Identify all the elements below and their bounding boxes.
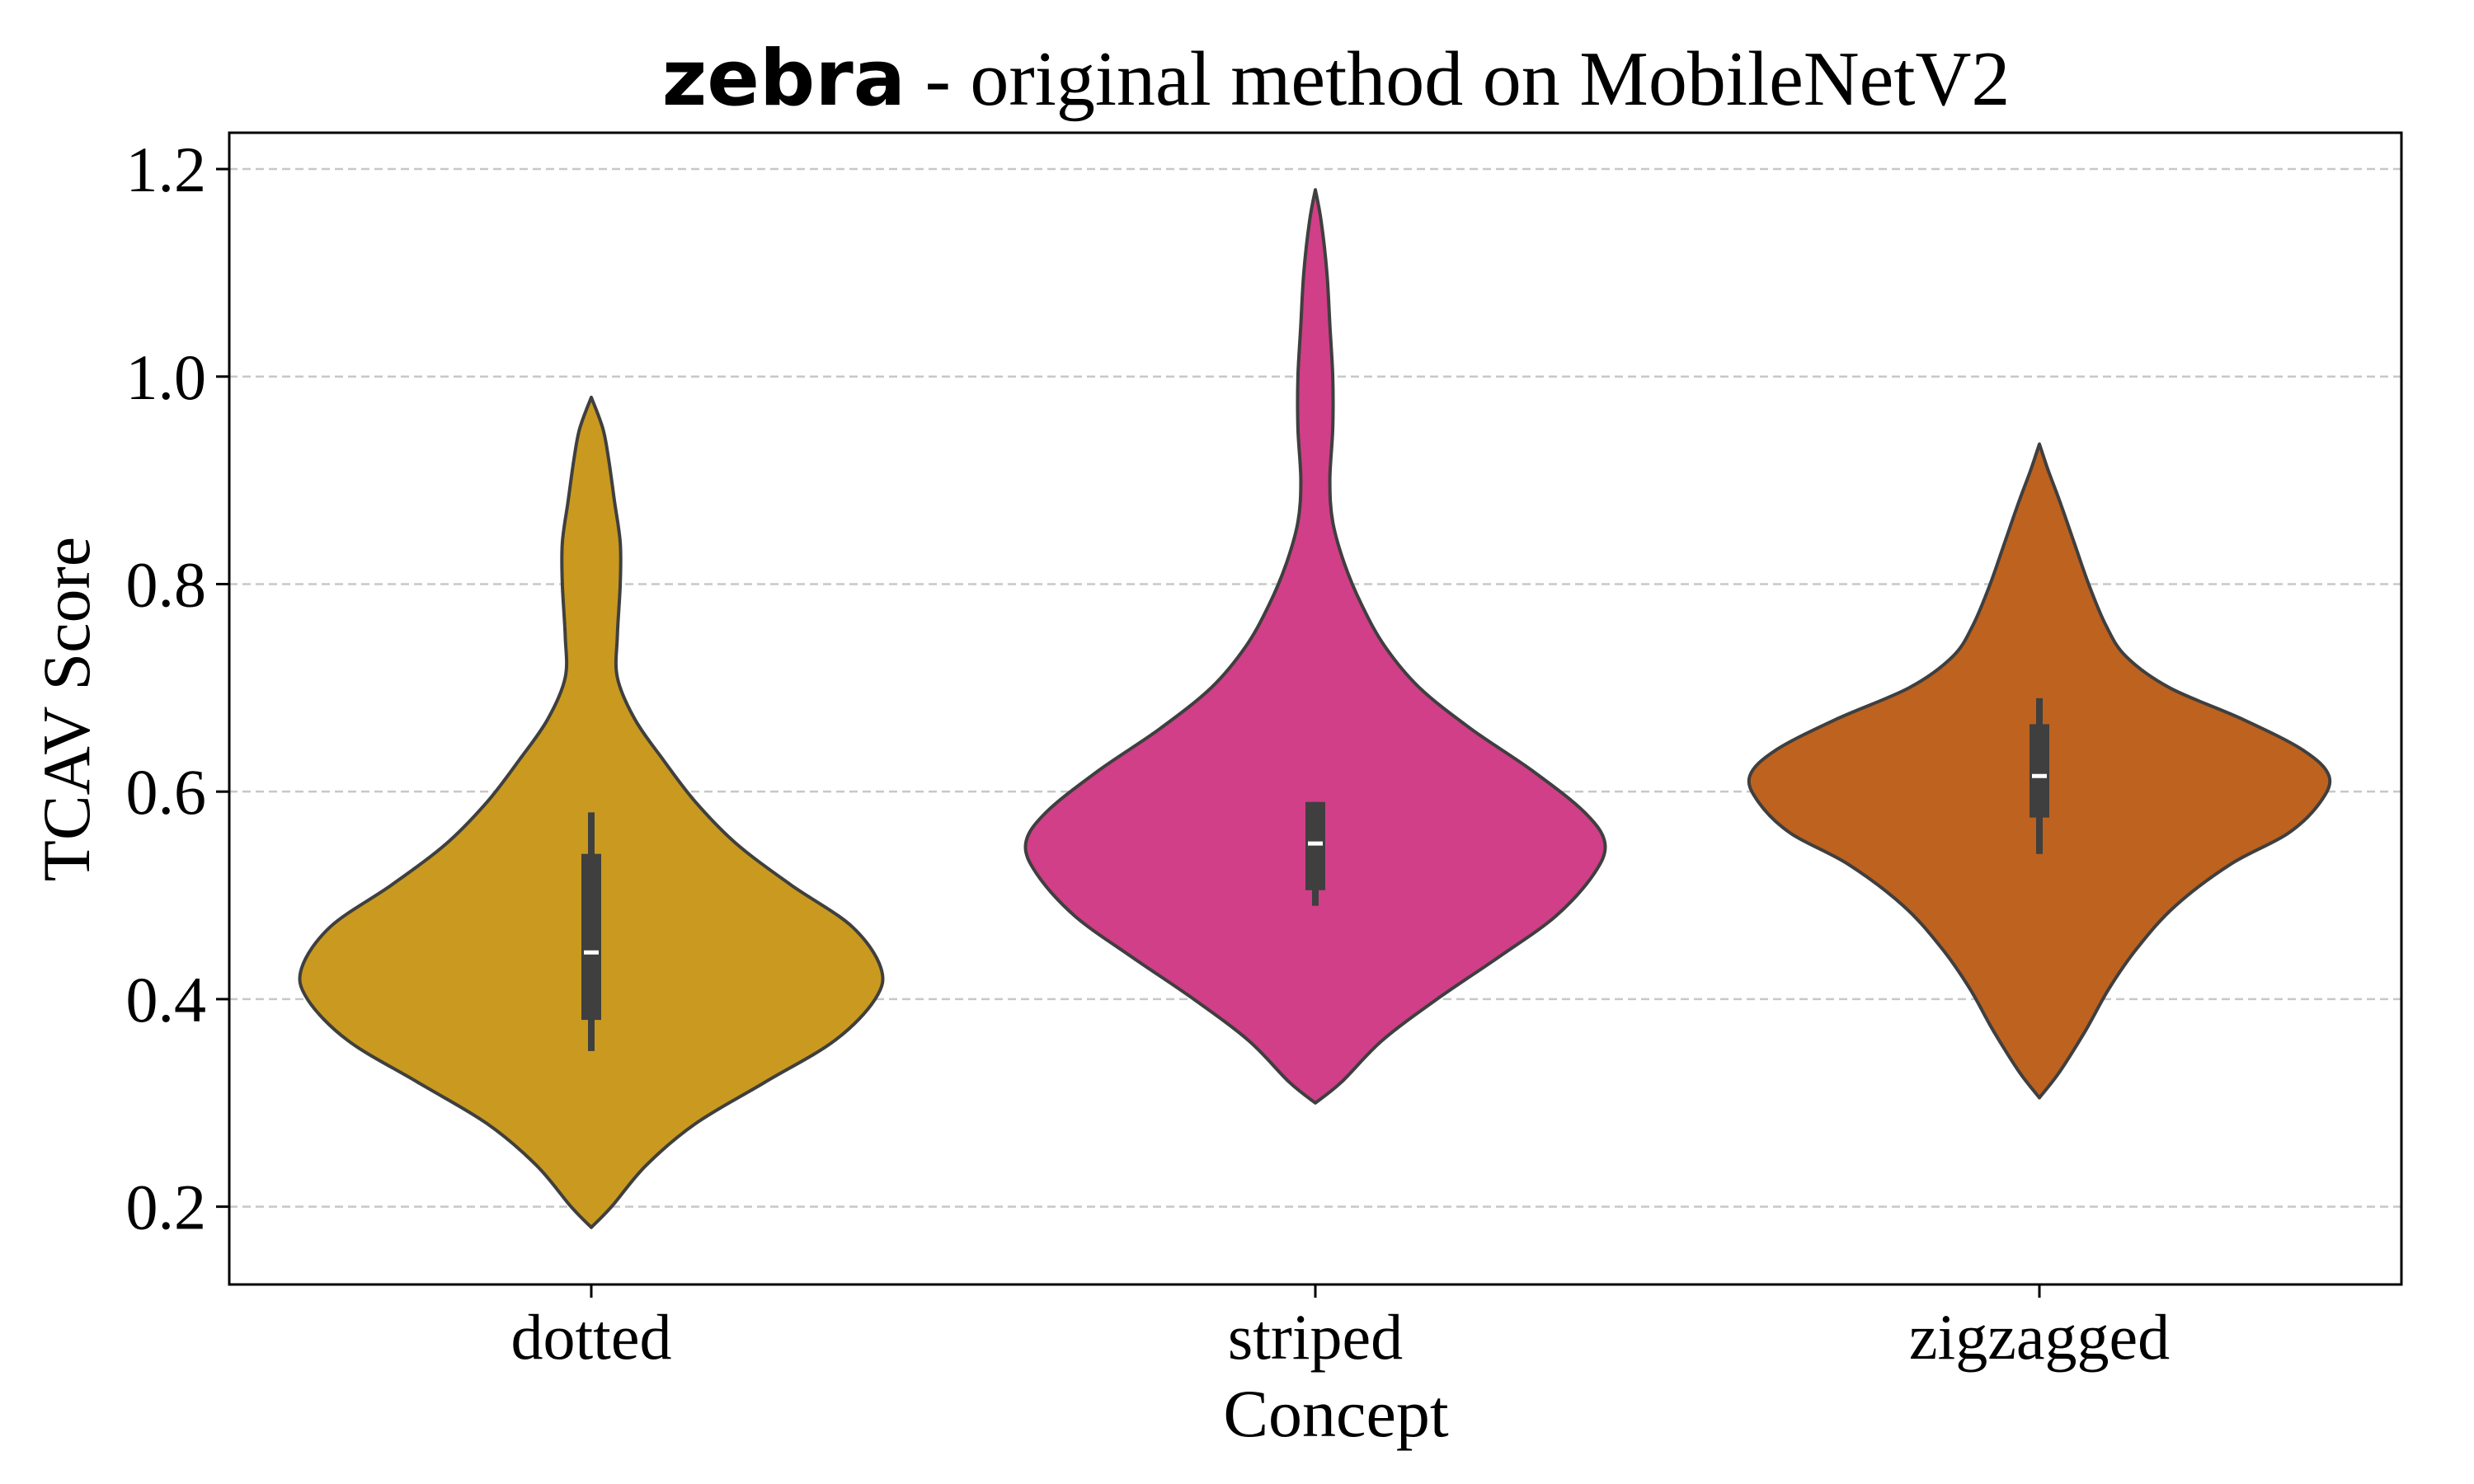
y-tick-label: 0.6 xyxy=(126,756,207,828)
title-bold-part: zebra xyxy=(662,34,906,124)
y-tick-label: 0.4 xyxy=(126,964,207,1036)
iqr-box xyxy=(1305,801,1325,890)
x-axis: dotted striped zigzagged xyxy=(511,1284,2170,1373)
y-axis-label: TCAV Score xyxy=(29,537,104,881)
violins xyxy=(298,188,2332,1229)
x-tick-label: striped xyxy=(1228,1301,1403,1373)
iqr-box xyxy=(2030,724,2049,818)
iqr-box xyxy=(581,853,601,1021)
y-tick-label: 1.2 xyxy=(126,134,207,205)
y-tick-label: 1.0 xyxy=(126,341,207,413)
title-rest: - original method on MobileNetV2 xyxy=(905,36,2010,122)
x-axis-label: Concept xyxy=(1223,1376,1448,1451)
violin-body xyxy=(298,395,885,1229)
violin-dotted xyxy=(298,395,885,1229)
x-tick-label: dotted xyxy=(511,1301,672,1373)
y-tick-label: 0.2 xyxy=(126,1172,207,1243)
violin-zigzagged xyxy=(1747,442,2332,1100)
y-axis: 0.2 0.4 0.6 0.8 1.0 1.2 xyxy=(126,134,229,1243)
x-tick-label: zigzagged xyxy=(1909,1301,2170,1373)
violin-striped xyxy=(1023,188,1607,1105)
violin-body xyxy=(1023,188,1607,1105)
chart-title: zebra - original method on MobileNetV2 xyxy=(662,34,2011,124)
y-tick-label: 0.8 xyxy=(126,548,207,620)
